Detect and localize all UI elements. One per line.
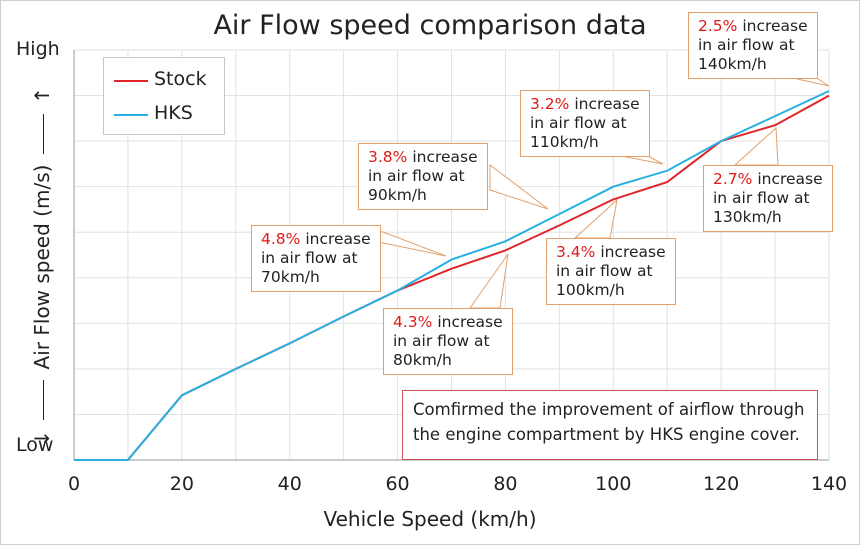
annotation-line-3: 110km/h bbox=[530, 133, 599, 151]
summary-box: Comfirmed the improvement of airflow thr… bbox=[402, 390, 818, 460]
x-tick-label: 0 bbox=[67, 473, 81, 495]
callout-pointer bbox=[469, 253, 509, 309]
legend-label-hks: HKS bbox=[154, 102, 193, 124]
x-tick-label: 120 bbox=[703, 473, 740, 495]
x-axis-label: Vehicle Speed (km/h) bbox=[323, 507, 537, 531]
x-tick-label: 20 bbox=[169, 473, 194, 495]
annotation-box: 3.4% increase in air flow at 100km/h bbox=[546, 238, 676, 305]
callout-pointer bbox=[573, 198, 618, 239]
annotation-line-2: in air flow at bbox=[530, 114, 627, 132]
annotation-text: increase bbox=[574, 95, 640, 113]
annotation-line-3: 100km/h bbox=[556, 281, 625, 299]
annotation-line-2: in air flow at bbox=[393, 332, 490, 350]
annotation-percent: 3.4% bbox=[556, 243, 596, 261]
annotation-line-2: in air flow at bbox=[261, 249, 358, 267]
annotation-percent: 2.7% bbox=[713, 170, 753, 188]
annotation-box: 2.5% increase in air flow at 140km/h bbox=[688, 12, 818, 79]
annotation-box: 3.8% increase in air flow at 90km/h bbox=[358, 143, 488, 210]
annotation-line-2: in air flow at bbox=[368, 167, 465, 185]
chart-title: Air Flow speed comparison data bbox=[213, 10, 647, 41]
annotation-text: increase bbox=[600, 243, 666, 261]
x-tick-label: 140 bbox=[810, 473, 848, 495]
annotation-percent: 2.5% bbox=[698, 17, 738, 35]
summary-line-1: Comfirmed the improvement of airflow thr… bbox=[413, 400, 805, 419]
annotation-box: 3.2% increase in air flow at 110km/h bbox=[520, 90, 650, 157]
annotation-line-3: 140km/h bbox=[698, 55, 767, 73]
x-tick-label: 100 bbox=[595, 473, 632, 495]
series-lines bbox=[74, 90, 830, 461]
x-tick-label: 80 bbox=[493, 473, 518, 495]
y-tick-low: Low bbox=[16, 434, 54, 456]
annotation-text: increase bbox=[742, 17, 808, 35]
legend: Stock HKS bbox=[103, 57, 225, 135]
annotation-percent: 3.8% bbox=[368, 148, 408, 166]
x-tick-label: 40 bbox=[277, 473, 302, 495]
callout-pointer bbox=[489, 163, 549, 210]
y-axis-label: ↓ Air Flow speed (m/s) ↑ bbox=[30, 57, 54, 477]
callout-pointer bbox=[733, 126, 779, 166]
annotation-percent: 3.2% bbox=[530, 95, 570, 113]
legend-swatch-stock bbox=[114, 80, 148, 82]
x-tick-label: 60 bbox=[385, 473, 410, 495]
down-arrow-icon: ↑ bbox=[30, 87, 54, 104]
annotation-line-3: 130km/h bbox=[713, 208, 782, 226]
annotation-text: increase bbox=[305, 230, 371, 248]
legend-label-stock: Stock bbox=[154, 68, 207, 90]
annotation-line-2: in air flow at bbox=[698, 36, 795, 54]
annotation-text: increase bbox=[412, 148, 478, 166]
annotation-line-3: 70km/h bbox=[261, 268, 320, 286]
annotation-box: 2.7% increase in air flow at 130km/h bbox=[703, 165, 833, 232]
summary-line-2: the engine compartment by HKS engine cov… bbox=[413, 425, 800, 444]
annotation-line-3: 80km/h bbox=[393, 351, 452, 369]
axes bbox=[73, 50, 829, 461]
series-line-hks bbox=[74, 90, 830, 461]
annotation-line-3: 90km/h bbox=[368, 186, 427, 204]
annotation-line-2: in air flow at bbox=[556, 262, 653, 280]
annotation-text: increase bbox=[437, 313, 503, 331]
annotation-percent: 4.8% bbox=[261, 230, 301, 248]
y-tick-high: High bbox=[16, 38, 60, 60]
annotation-text: increase bbox=[757, 170, 823, 188]
legend-swatch-hks bbox=[114, 114, 148, 116]
annotation-box: 4.3% increase in air flow at 80km/h bbox=[383, 308, 513, 375]
annotation-line-2: in air flow at bbox=[713, 189, 810, 207]
annotation-box: 4.8% increase in air flow at 70km/h bbox=[251, 225, 381, 292]
annotation-percent: 4.3% bbox=[393, 313, 433, 331]
y-axis-title: Air Flow speed (m/s) bbox=[30, 164, 54, 370]
